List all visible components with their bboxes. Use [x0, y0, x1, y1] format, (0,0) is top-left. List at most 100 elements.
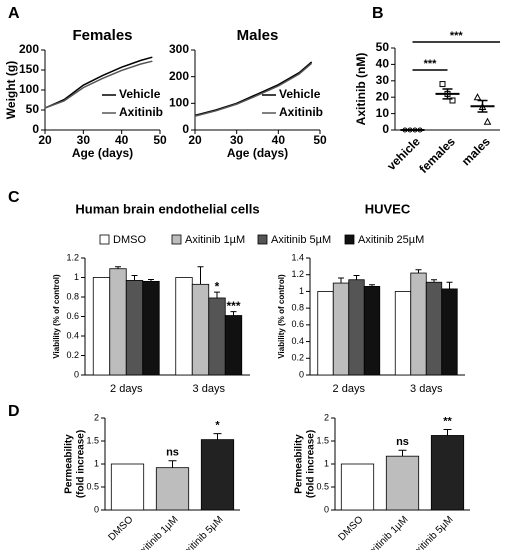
legend-label: Axitinib 5µM: [271, 234, 331, 246]
y-tick-label: 0.2: [291, 353, 304, 363]
y-tick-label: 150: [19, 62, 39, 76]
x-tick-label: 3 days: [410, 383, 443, 395]
x-tick-label: 30: [77, 133, 91, 147]
error-bar: [431, 279, 437, 283]
y-tick-label: 1.5: [316, 435, 329, 445]
chart-title: Human brain endothelial cells: [75, 201, 259, 216]
bar: [348, 279, 365, 376]
y-tick-label: 1: [324, 458, 329, 468]
chart-title: Males: [237, 27, 279, 44]
y-tick-label: 200: [169, 69, 189, 83]
error-bar: [168, 460, 177, 468]
bar: [92, 277, 111, 376]
panel-label: C: [8, 189, 20, 206]
x-tick-label: DMSO: [106, 514, 135, 543]
y-tick-label: 0: [74, 369, 79, 379]
y-tick-label: 0.4: [66, 330, 79, 340]
x-tick-label: 3 days: [193, 383, 226, 395]
line: [44, 60, 153, 109]
bar: [125, 280, 144, 376]
annotation: ns: [396, 436, 409, 448]
y-tick-label: 30: [376, 73, 390, 87]
error-bar: [477, 99, 488, 113]
y-tick-label: 0.8: [291, 303, 304, 313]
y-tick-label: 0.6: [291, 319, 304, 329]
annotation: *: [215, 420, 220, 432]
error-bar: [131, 275, 138, 281]
y-axis-label: Weight (g): [4, 61, 18, 119]
x-tick-label: 50: [153, 133, 167, 147]
y-tick-label: 40: [376, 57, 390, 71]
point: [449, 97, 456, 104]
y-tick-label: 1: [299, 286, 304, 296]
legend-swatch: [344, 234, 355, 245]
point: [473, 93, 482, 101]
annotation: ***: [424, 58, 438, 70]
chart-title: Females: [72, 27, 132, 44]
y-tick-label: 0: [324, 504, 329, 514]
bar: [110, 463, 145, 511]
y-tick-label: 0.4: [291, 336, 304, 346]
bar: [155, 467, 190, 511]
y-tick-label: 20: [376, 89, 390, 103]
error-bar: [230, 311, 237, 316]
bar: [208, 297, 226, 376]
x-tick-label: males: [459, 134, 493, 168]
y-axis-label: (fold increase): [306, 430, 317, 498]
error-bar: [353, 275, 360, 280]
line: [194, 61, 313, 117]
error-bar: [443, 429, 452, 436]
y-tick-label: 1.4: [291, 252, 304, 262]
point: [439, 81, 446, 88]
y-tick-label: 0: [299, 369, 304, 379]
y-tick-label: 0.6: [66, 311, 79, 321]
y-axis-label: Viability (% of control): [52, 274, 61, 359]
y-tick-label: 1: [74, 272, 79, 282]
point: [483, 117, 492, 125]
y-tick-label: 0: [382, 122, 389, 136]
legend-label: Vehicle: [119, 87, 161, 101]
bar: [175, 277, 193, 376]
line: [194, 62, 313, 117]
x-tick-label: 20: [188, 133, 202, 147]
x-tick-label: 40: [115, 133, 129, 147]
bar: [363, 286, 381, 376]
y-tick-label: 0.5: [316, 481, 329, 491]
error-bar: [398, 449, 407, 457]
error-bar: [415, 269, 422, 274]
legend-label: Axitinib 1µM: [185, 234, 245, 246]
error-bar: [148, 278, 154, 282]
y-tick-label: 50: [376, 40, 390, 54]
bar: [332, 282, 350, 376]
bar: [441, 288, 458, 376]
y-axis-label: Permeability: [294, 434, 305, 494]
annotation: ***: [450, 30, 464, 42]
legend-swatch: [99, 234, 110, 245]
x-axis-label: Age (days): [72, 146, 133, 160]
y-tick-label: 0.5: [86, 481, 99, 491]
y-axis-label: (fold increase): [76, 430, 87, 498]
y-tick-label: 1: [94, 458, 99, 468]
x-axis-label: Age (days): [227, 146, 288, 160]
x-tick-label: 50: [313, 133, 327, 147]
x-tick-label: 2 days: [333, 383, 366, 395]
line: [44, 56, 153, 109]
legend-label: Axitinib: [279, 105, 323, 119]
bar: [142, 280, 160, 376]
y-tick-label: 1.5: [86, 435, 99, 445]
x-tick-label: Axitinib 1µM: [134, 514, 180, 550]
y-tick-label: 2: [94, 412, 99, 422]
bar: [109, 268, 127, 376]
error-bar: [213, 433, 222, 440]
y-axis-label: Permeability: [64, 434, 75, 494]
bar: [200, 439, 235, 511]
panel-label: D: [8, 403, 20, 420]
x-tick-label: 2 days: [110, 383, 143, 395]
legend-label: Vehicle: [279, 87, 321, 101]
error-bar: [197, 266, 204, 285]
error-bar: [369, 284, 375, 287]
x-tick-label: 20: [38, 133, 52, 147]
y-tick-label: 100: [19, 82, 39, 96]
bar: [410, 272, 427, 376]
